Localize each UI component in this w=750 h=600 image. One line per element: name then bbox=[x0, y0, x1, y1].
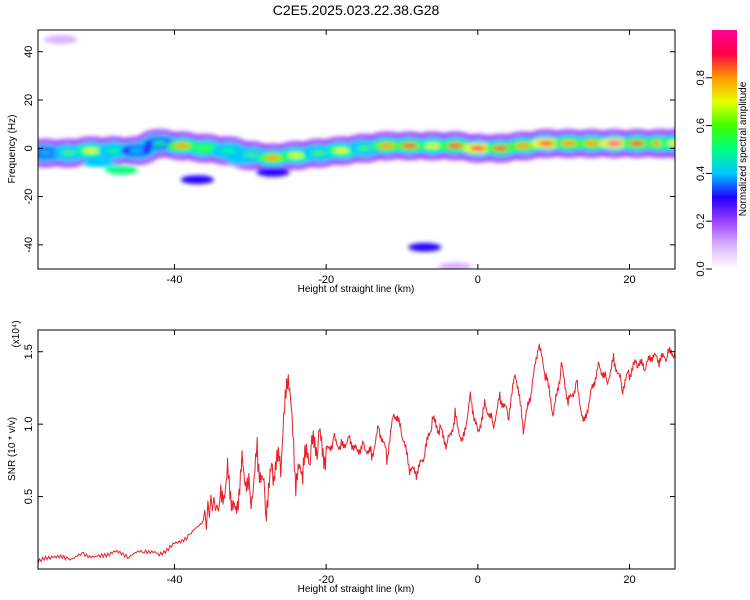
spectrogram-xlabel: Height of straight line (km) bbox=[298, 284, 415, 295]
heatmap-peak bbox=[538, 141, 554, 146]
heatmap-peak bbox=[174, 143, 190, 149]
heatmap-peak bbox=[493, 145, 509, 151]
colorbar-gradient bbox=[712, 30, 737, 269]
heatmap-peak bbox=[333, 148, 349, 154]
heatmap-peak bbox=[470, 145, 486, 151]
y-tick-label: -40 bbox=[23, 237, 35, 253]
spectrogram-ylabel: Frequency (Hz) bbox=[7, 115, 18, 184]
snr-ylabel: SNR (10 * v/v) bbox=[7, 417, 18, 481]
heatmap-peak bbox=[561, 141, 577, 146]
heatmap-peak bbox=[83, 148, 99, 154]
spectrogram-panel: -40 -20 0 20 -40 -20 0 20 40 Height of straight … bbox=[7, 29, 676, 295]
x-tick-label: 0 bbox=[475, 574, 481, 586]
y-tick-label: 1.0 bbox=[23, 417, 35, 432]
heatmap-peak bbox=[265, 155, 281, 161]
x-tick-label: -20 bbox=[318, 574, 334, 586]
heatmap-peak bbox=[106, 148, 122, 154]
heatmap-peak bbox=[447, 143, 463, 149]
x-tick-label: 20 bbox=[623, 574, 635, 586]
colorbar-tick-label: 0.6 bbox=[695, 118, 707, 133]
heatmap-blob bbox=[256, 168, 290, 177]
y-tick-label: 40 bbox=[23, 46, 35, 58]
heatmap-blob bbox=[180, 175, 214, 185]
heatmap-peak bbox=[129, 148, 145, 154]
y-tick-label: 1.5 bbox=[23, 344, 35, 359]
x-tick-label: 20 bbox=[623, 274, 635, 286]
colorbar-ticks: 0.0 0.2 0.4 0.6 0.8 bbox=[695, 70, 712, 277]
heatmap-peak bbox=[356, 145, 372, 151]
snr-axes: -40 -20 0 20 0.5 1.0 1.5 bbox=[23, 330, 675, 586]
colorbar-tick-label: 0.2 bbox=[695, 214, 707, 229]
x-tick-label: -40 bbox=[167, 574, 183, 586]
colorbar-tick-label: 0.4 bbox=[695, 166, 707, 181]
x-tick-label: 0 bbox=[475, 274, 481, 286]
heatmap-peak bbox=[151, 141, 167, 146]
colorbar: 0.0 0.2 0.4 0.6 0.8 Normalized spectral ampl… bbox=[695, 30, 749, 277]
colorbar-label: Normalized spectral amplitude bbox=[738, 81, 749, 216]
spectrogram-axes: -40 -20 0 20 -40 -20 0 20 40 bbox=[23, 30, 675, 286]
colorbar-tick-label: 0.0 bbox=[695, 261, 707, 276]
heatmap-peak bbox=[38, 150, 54, 156]
chart-title: C2E5.2025.023.22.38.G28 bbox=[273, 2, 440, 18]
heatmap-peak bbox=[629, 141, 645, 146]
y-tick-label: 20 bbox=[23, 94, 35, 106]
heatmap-peak bbox=[584, 141, 600, 146]
y-tick-label: 0 bbox=[23, 145, 35, 151]
y-tick-label: -20 bbox=[23, 189, 35, 205]
snr-frame bbox=[37, 329, 676, 570]
heatmap-peak bbox=[197, 145, 213, 151]
heatmap-blob bbox=[408, 242, 442, 252]
heatmap-peak bbox=[515, 143, 531, 149]
heatmap-peak bbox=[402, 143, 418, 149]
heatmap-blob bbox=[438, 262, 472, 269]
snr-xlabel: Height of straight line (km) bbox=[298, 584, 415, 595]
heatmap-peak bbox=[60, 150, 76, 156]
snr-panel: -40 -20 0 20 0.5 1.0 1.5 Height of straight li… bbox=[7, 320, 676, 595]
heatmap-peak bbox=[424, 143, 440, 149]
x-tick-label: -20 bbox=[318, 274, 334, 286]
heatmap-peak bbox=[288, 153, 304, 158]
snr-series-line bbox=[38, 343, 675, 564]
heatmap-peak bbox=[606, 141, 622, 146]
heatmap-blob bbox=[81, 158, 116, 168]
heatmap-blob bbox=[104, 165, 139, 175]
heatmap-cells bbox=[38, 35, 675, 269]
colorbar-tick-label: 0.8 bbox=[695, 70, 707, 85]
heatmap-blob bbox=[44, 35, 78, 45]
heatmap-peak bbox=[220, 148, 236, 154]
heatmap-peak bbox=[667, 141, 675, 146]
spectrogram-frame bbox=[37, 29, 676, 270]
y-tick-label: 0.5 bbox=[23, 489, 35, 504]
x-tick-label: -40 bbox=[167, 274, 183, 286]
heatmap-peak bbox=[311, 150, 327, 156]
heatmap-peak bbox=[379, 143, 395, 149]
snr-multiplier: (x10⁴) bbox=[11, 320, 22, 347]
heatmap-blob bbox=[226, 156, 260, 165]
